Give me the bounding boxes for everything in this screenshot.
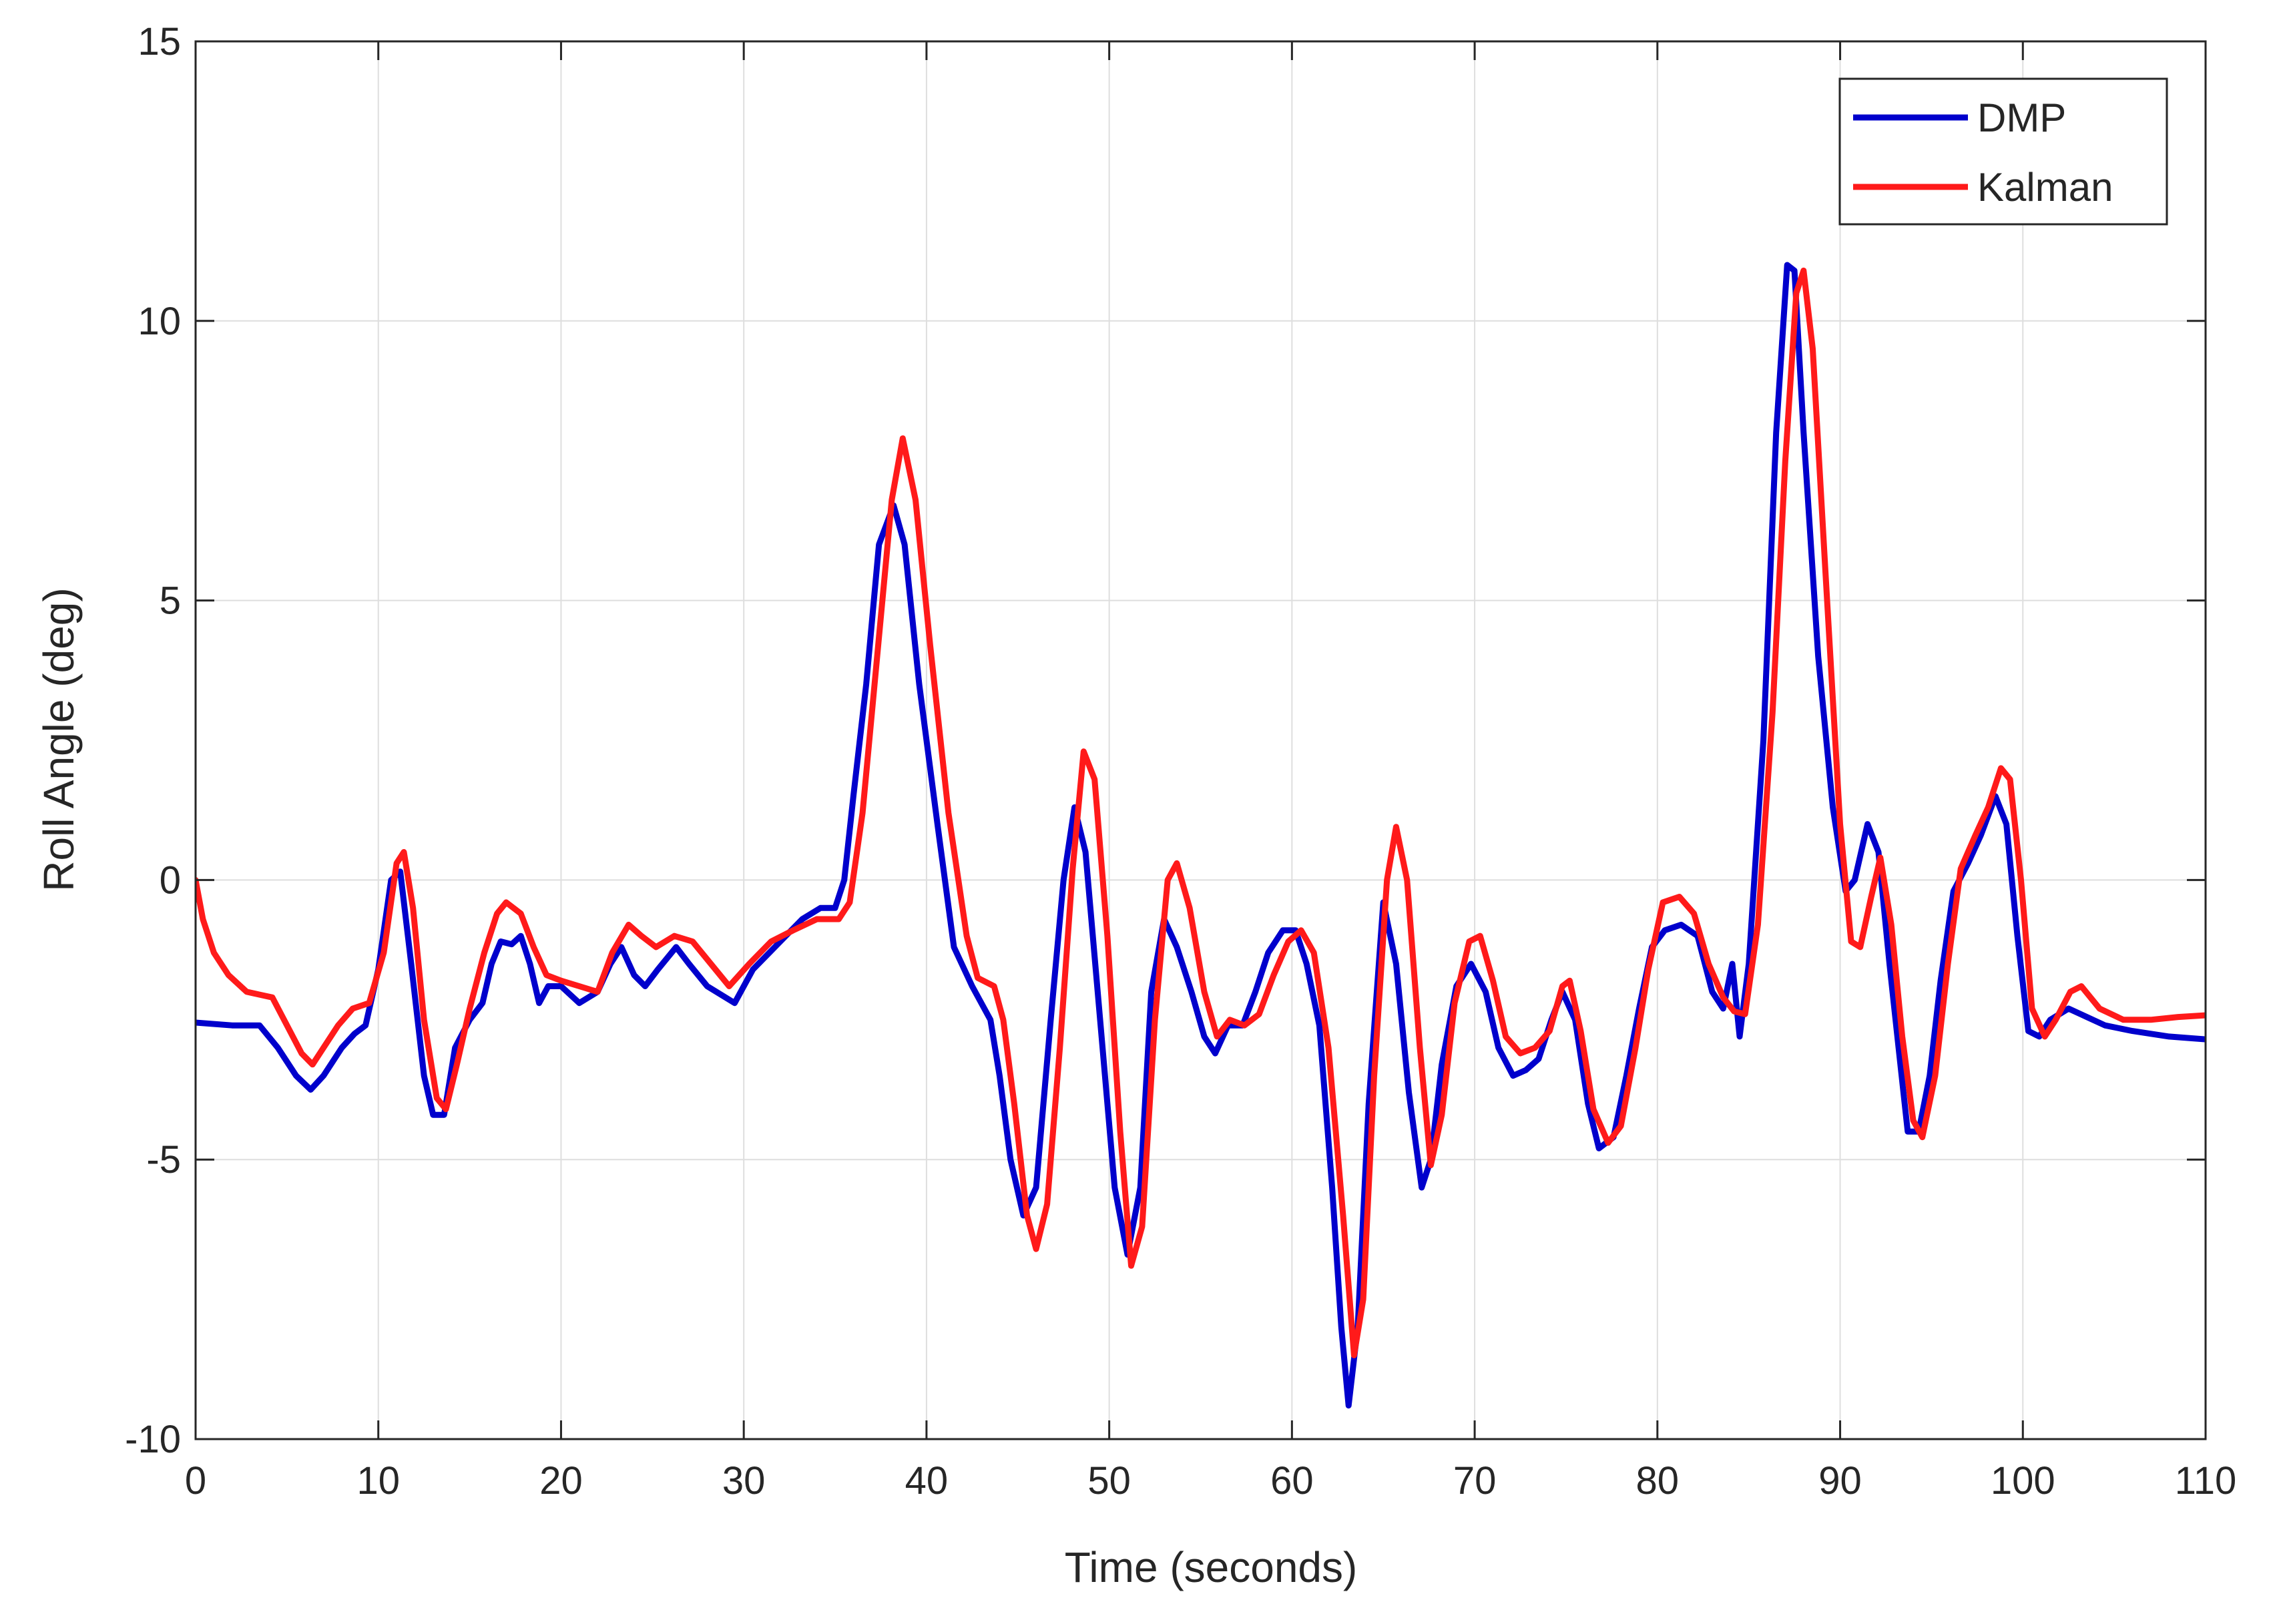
y-tick-label: 10 bbox=[138, 300, 181, 343]
legend-label-dmp: DMP bbox=[1977, 95, 2066, 140]
x-tick-label: 10 bbox=[356, 1459, 400, 1503]
y-tick-label: 5 bbox=[160, 579, 181, 623]
x-tick-label: 20 bbox=[539, 1459, 583, 1503]
x-tick-label: 90 bbox=[1818, 1459, 1862, 1503]
x-tick-label: 70 bbox=[1453, 1459, 1497, 1503]
tick-marks bbox=[194, 40, 2207, 1440]
x-tick-label: 60 bbox=[1270, 1459, 1314, 1503]
series-layer bbox=[196, 262, 2206, 1409]
grid-lines bbox=[196, 41, 2206, 1439]
legend: DMP Kalman bbox=[1838, 77, 2168, 226]
y-tick-label: 0 bbox=[160, 858, 181, 902]
y-tick-label: 15 bbox=[138, 20, 181, 63]
x-tick-label: 40 bbox=[905, 1459, 949, 1503]
y-tick-label: -10 bbox=[125, 1418, 181, 1461]
axes-box bbox=[194, 40, 2207, 1440]
axes-background bbox=[196, 41, 2206, 1439]
series-line-kalman bbox=[196, 267, 2206, 1358]
x-tick-label: 0 bbox=[185, 1459, 206, 1503]
y-tick-label: -5 bbox=[146, 1138, 181, 1181]
x-tick-label: 30 bbox=[722, 1459, 766, 1503]
y-axis-title: Roll Angle (deg) bbox=[35, 587, 83, 891]
series-line-dmp bbox=[196, 262, 2206, 1409]
x-tick-label: 50 bbox=[1087, 1459, 1131, 1503]
plot-area bbox=[194, 40, 2207, 1440]
x-tick-label: 100 bbox=[1991, 1459, 2055, 1503]
legend-label-kalman: Kalman bbox=[1977, 165, 2113, 210]
legend-box bbox=[1838, 77, 2168, 226]
x-axis-title: Time (seconds) bbox=[1065, 1543, 1358, 1591]
y-tick-labels: -10 -5 0 5 10 15 bbox=[125, 20, 181, 1461]
x-tick-label: 110 bbox=[2175, 1459, 2236, 1503]
x-tick-labels: 0 10 20 30 40 50 60 70 80 90 100 110 bbox=[185, 1459, 2236, 1503]
x-tick-label: 80 bbox=[1636, 1459, 1680, 1503]
